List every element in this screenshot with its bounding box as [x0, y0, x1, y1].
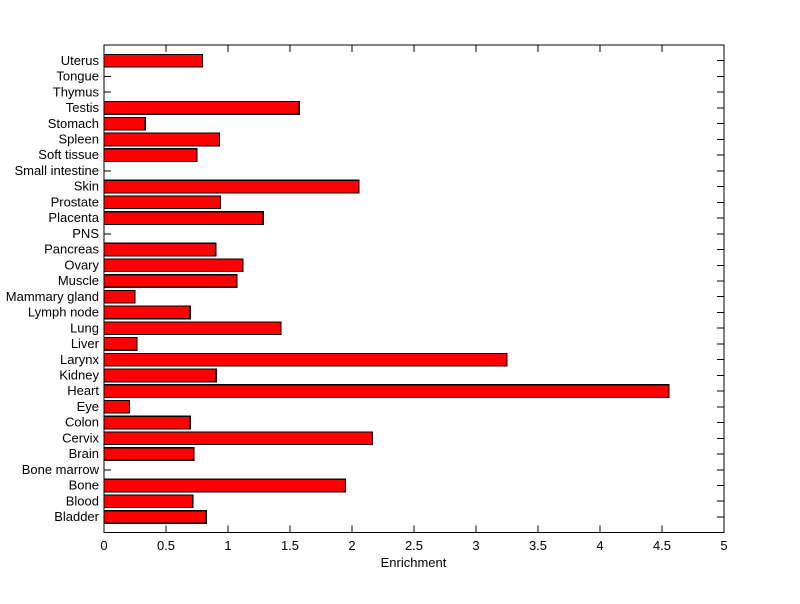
- svg-text:Spleen: Spleen: [59, 131, 99, 146]
- svg-text:Ovary: Ovary: [64, 257, 99, 272]
- svg-text:Testis: Testis: [66, 100, 100, 115]
- svg-text:0.5: 0.5: [157, 538, 175, 553]
- svg-text:0: 0: [100, 538, 107, 553]
- svg-text:1: 1: [224, 538, 231, 553]
- svg-text:Pancreas: Pancreas: [44, 242, 99, 257]
- svg-text:Mammary gland: Mammary gland: [6, 289, 99, 304]
- svg-text:Placenta: Placenta: [48, 210, 99, 225]
- svg-text:4: 4: [596, 538, 603, 553]
- svg-text:PNS: PNS: [72, 226, 99, 241]
- svg-text:3: 3: [472, 538, 479, 553]
- svg-text:Bone: Bone: [69, 478, 99, 493]
- svg-text:2: 2: [348, 538, 355, 553]
- svg-text:Soft tissue: Soft tissue: [38, 147, 99, 162]
- svg-text:Cervix: Cervix: [62, 430, 99, 445]
- svg-text:Skin: Skin: [74, 179, 99, 194]
- svg-text:Bladder: Bladder: [54, 509, 99, 524]
- svg-text:Thymus: Thymus: [53, 84, 100, 99]
- svg-text:3.5: 3.5: [529, 538, 547, 553]
- svg-text:Lung: Lung: [70, 320, 99, 335]
- svg-text:Heart: Heart: [67, 383, 99, 398]
- svg-text:Colon: Colon: [65, 415, 99, 430]
- svg-text:Eye: Eye: [77, 399, 99, 414]
- svg-text:4.5: 4.5: [653, 538, 671, 553]
- svg-text:Kidney: Kidney: [59, 367, 99, 382]
- svg-text:Bone marrow: Bone marrow: [22, 462, 100, 477]
- svg-text:Uterus: Uterus: [61, 53, 100, 68]
- svg-text:Muscle: Muscle: [58, 273, 99, 288]
- svg-text:Blood: Blood: [66, 493, 99, 508]
- svg-text:Small intestine: Small intestine: [14, 163, 99, 178]
- svg-text:Prostate: Prostate: [51, 194, 99, 209]
- svg-text:Lymph node: Lymph node: [28, 305, 99, 320]
- svg-text:5: 5: [720, 538, 727, 553]
- svg-text:Brain: Brain: [69, 446, 99, 461]
- svg-text:Stomach: Stomach: [48, 116, 99, 131]
- svg-text:2.5: 2.5: [405, 538, 423, 553]
- svg-text:Liver: Liver: [71, 336, 100, 351]
- svg-text:Enrichment: Enrichment: [381, 555, 447, 570]
- svg-text:Larynx: Larynx: [60, 352, 100, 367]
- svg-text:Tongue: Tongue: [56, 69, 99, 84]
- svg-text:1.5: 1.5: [281, 538, 299, 553]
